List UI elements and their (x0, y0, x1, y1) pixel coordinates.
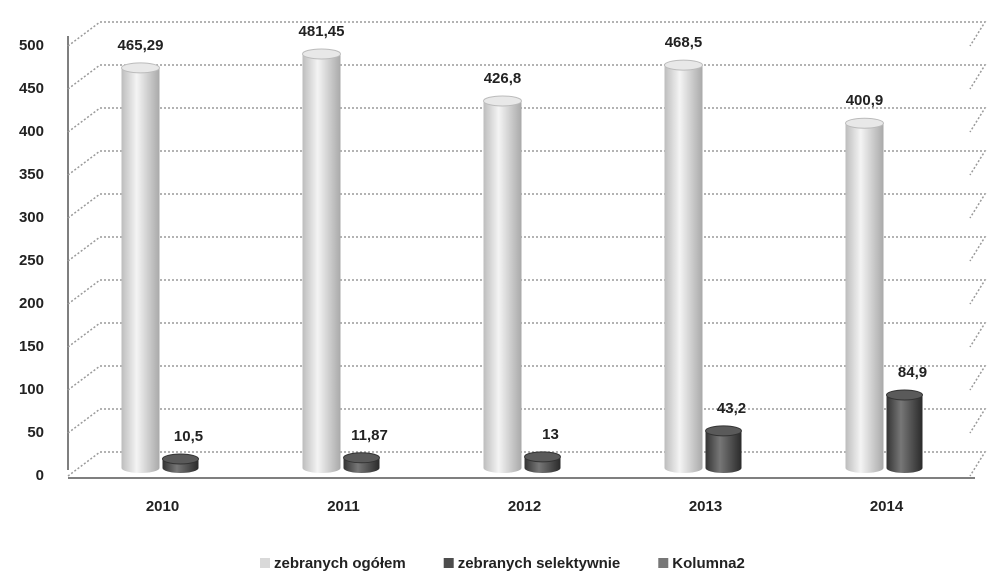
y-tick-label: 200 (19, 295, 44, 312)
bar-top (845, 117, 884, 129)
y-tick-label: 50 (27, 424, 44, 441)
grid-line (67, 107, 987, 133)
bar-body (524, 456, 561, 468)
bar-bottom (302, 463, 341, 473)
bar-body (886, 394, 923, 468)
bar (302, 48, 341, 473)
legend-swatch (443, 558, 454, 568)
data-label: 43,2 (717, 400, 746, 417)
x-tick-label: 2012 (508, 498, 541, 515)
bar (705, 425, 742, 473)
data-label: 84,9 (898, 364, 927, 381)
legend-label: Kolumna2 (672, 555, 745, 572)
bar-top (664, 59, 703, 71)
bar-bottom (162, 463, 199, 473)
legend-swatch (260, 558, 270, 568)
y-tick-label: 250 (19, 252, 44, 269)
grid-line (67, 21, 987, 47)
y-tick-label: 500 (19, 37, 44, 54)
y-tick-label: 300 (19, 209, 44, 226)
bar-top (162, 453, 199, 465)
bar-bottom (121, 463, 160, 473)
bar-bottom (705, 463, 742, 473)
bar-body (705, 430, 742, 468)
x-tick-label: 2011 (327, 498, 360, 515)
bar (664, 59, 703, 473)
bar-top (524, 451, 561, 463)
bar-bottom (524, 463, 561, 473)
bar-body (845, 123, 884, 468)
bar-bottom (483, 463, 522, 473)
data-label: 400,9 (846, 92, 884, 109)
y-tick-label: 150 (19, 338, 44, 355)
bar (162, 453, 199, 473)
legend-swatch (658, 558, 669, 568)
bar-body (121, 67, 160, 469)
x-tick-label: 2014 (870, 498, 904, 515)
bar-body (302, 53, 341, 468)
bar-bottom (664, 463, 703, 473)
grid-line (67, 408, 987, 434)
bar-top (886, 389, 923, 401)
data-label: 11,87 (351, 427, 388, 444)
legend-label: zebranych selektywnie (458, 555, 621, 572)
bar-bottom (886, 463, 923, 473)
data-label: 13 (542, 426, 559, 443)
y-tick-label: 0 (36, 467, 44, 484)
bar (483, 95, 522, 473)
bar-top (343, 452, 380, 464)
bar (524, 451, 561, 473)
grid-line (67, 451, 987, 477)
legend-label: zebranych ogółem (274, 555, 406, 572)
bar-top (121, 62, 160, 74)
data-label: 465,29 (118, 37, 164, 54)
bar-bottom (343, 463, 380, 473)
data-label: 426,8 (484, 70, 522, 87)
y-tick-label: 100 (19, 381, 44, 398)
grid-line (67, 322, 987, 348)
grid-line (67, 64, 987, 90)
data-label: 468,5 (665, 34, 703, 51)
grid-line (67, 193, 987, 219)
bar (343, 452, 380, 473)
grid-line (67, 150, 987, 176)
x-tick-label: 2010 (146, 498, 179, 515)
bar-bottom (845, 463, 884, 473)
y-tick-label: 350 (19, 166, 44, 183)
data-label: 481,45 (299, 23, 345, 40)
bar (845, 117, 884, 473)
bar-top (302, 48, 341, 60)
bar (886, 389, 923, 473)
y-tick-label: 400 (19, 123, 44, 140)
grid-line (67, 236, 987, 262)
bar-top (483, 95, 522, 107)
data-label: 10,5 (174, 428, 203, 445)
grid-line (67, 279, 987, 305)
bar-body (664, 65, 703, 468)
bar-top (705, 425, 742, 437)
grid-line (67, 365, 987, 391)
y-tick-label: 450 (19, 80, 44, 97)
bar-body (483, 100, 522, 469)
bar (121, 62, 160, 473)
x-tick-label: 2013 (689, 498, 722, 515)
